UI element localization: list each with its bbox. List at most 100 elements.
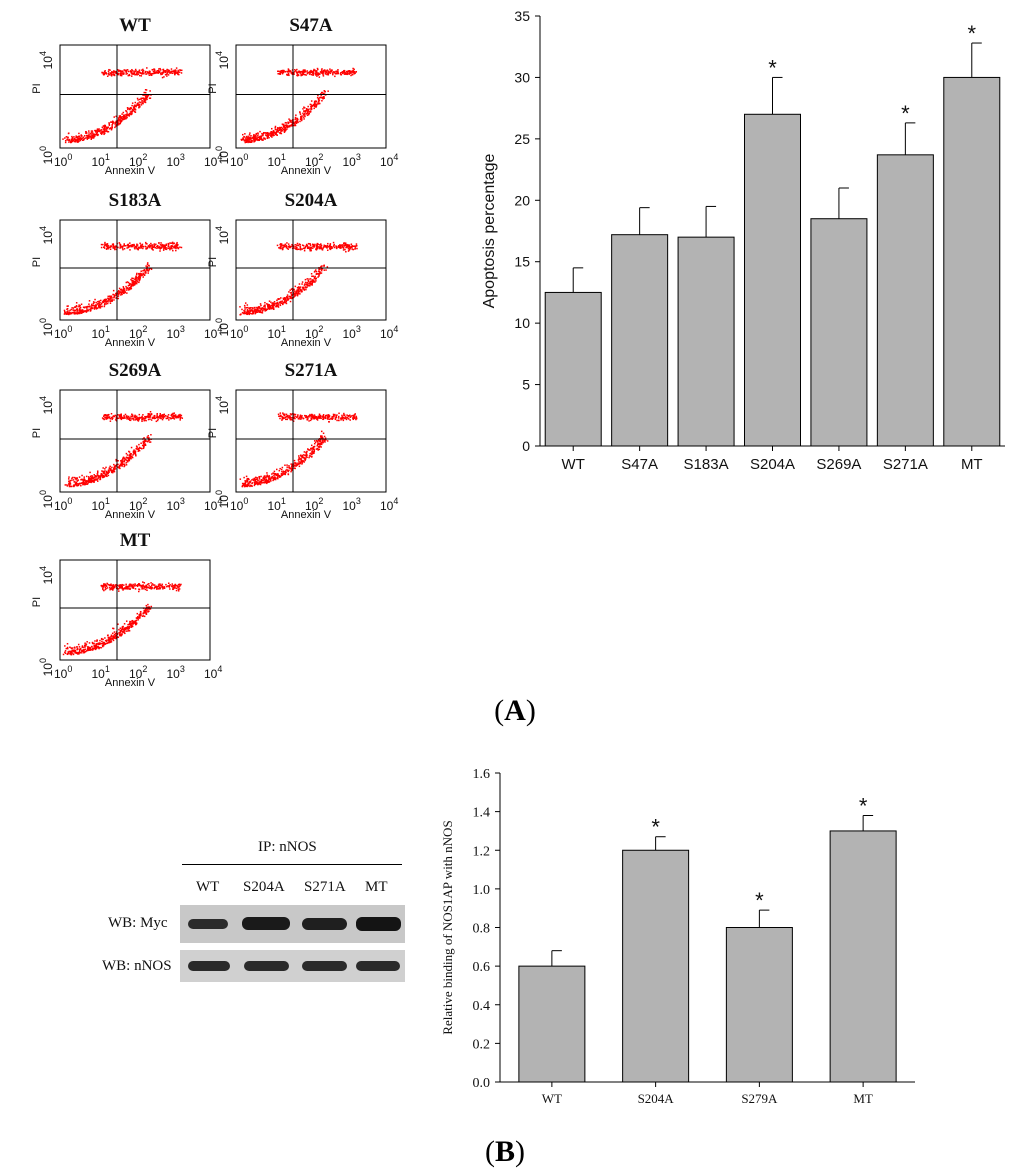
bar [677,236,735,447]
flow-x-tick-label: 100 [230,152,248,169]
flow-x-tick-label: 104 [204,324,222,341]
flow-y-axis-label: PI [207,83,219,93]
x-category-label: S204A [750,456,795,473]
flow-plot-title: S271A [285,360,338,381]
y-tick-label: 0.2 [473,1037,491,1052]
y-tick-label: 0.4 [473,999,491,1014]
flow-x-tick-label: 100 [54,496,72,513]
flow-y-tick-label: 104 [214,226,231,244]
y-axis-label: Relative binding of NOS1AP with nNOS [440,820,455,1034]
y-axis-label: Apoptosis percentage [481,154,498,309]
flow-y-axis-label: PI [31,83,43,93]
bar [943,76,1001,447]
flow-x-tick-label: 101 [92,496,110,513]
flow-scatter-dots [64,411,184,488]
blot-band [302,961,347,971]
bar [544,291,602,447]
blot-band [188,961,230,971]
y-tick-label: 1.0 [473,883,491,898]
y-tick-label: 5 [522,377,530,393]
flow-x-tick-label: 101 [268,152,286,169]
bar [744,113,801,447]
y-tick-label: 1.2 [473,844,491,859]
wb-lane-label: WT [196,879,220,895]
flow-plot-frame [59,559,211,661]
flow-x-tick-label: 104 [380,496,398,513]
flow-plot-title: S47A [289,15,333,36]
significance-marker: * [651,815,660,840]
x-category-label: WT [562,456,585,473]
flow-plot: S269A 100 101 102 103 104 104 100 PI Annexin V [31,360,222,521]
flow-x-axis-label: Annexin V [281,509,332,521]
flow-plot-frame [59,219,211,321]
y-tick-label: 30 [514,69,530,85]
flow-x-tick-label: 101 [268,496,286,513]
flow-x-axis-label: Annexin V [105,677,156,689]
flow-x-axis-label: Annexin V [105,165,156,177]
x-category-label: S271A [883,456,928,473]
flow-x-tick-label: 104 [380,324,398,341]
flow-plot-title: WT [119,15,151,36]
flow-x-tick-label: 100 [54,152,72,169]
x-category-label: S183A [684,456,729,473]
flow-x-axis-label: Annexin V [105,509,156,521]
blot-band [302,918,347,930]
flow-x-tick-label: 104 [204,152,222,169]
panel-label-a: (A) [494,694,536,727]
flow-x-axis-label: Annexin V [281,337,332,349]
bar [810,218,868,447]
flow-y-tick-label: 100 [38,658,55,676]
bar [611,234,669,447]
flow-x-tick-label: 102 [129,152,147,169]
y-tick-label: 1.4 [473,806,491,821]
blot-band [356,961,400,971]
x-category-label: MT [853,1091,873,1106]
flow-y-tick-label: 100 [38,490,55,508]
flow-plot: MT 100 101 102 103 104 104 100 PI Annexin V [31,530,222,689]
panel-label-b: (B) [484,1135,526,1168]
y-tick-label: 25 [514,131,530,147]
flow-y-tick-label: 100 [38,146,55,164]
significance-marker: * [755,888,764,913]
significance-marker: * [968,21,977,46]
flow-y-tick-label: 104 [214,396,231,414]
flow-plot-frame [235,44,387,149]
flow-x-tick-label: 103 [343,152,361,169]
flow-x-tick-label: 103 [167,324,185,341]
flow-y-tick-label: 100 [38,318,55,336]
y-tick-label: 10 [514,315,530,331]
blot-band [242,917,290,930]
y-tick-label: 35 [514,8,530,24]
flow-x-tick-label: 101 [92,152,110,169]
wb-lane-label: S204A [243,879,285,895]
wb-row-label: WB: Myc [108,915,168,931]
flow-x-tick-label: 103 [167,664,185,681]
wb-ip-underline [182,864,402,865]
flow-x-tick-label: 103 [167,496,185,513]
flow-x-tick-label: 101 [92,324,110,341]
flow-y-tick-label: 100 [214,318,231,336]
flow-y-tick-label: 100 [214,490,231,508]
wb-row-label: WB: nNOS [102,958,172,974]
flow-plot-title: S204A [285,190,338,211]
wb-lane-label: S271A [304,879,346,895]
flow-y-tick-label: 104 [38,396,55,414]
x-category-label: S47A [621,456,658,473]
flow-x-tick-label: 100 [54,664,72,681]
flow-x-tick-label: 104 [380,152,398,169]
flow-scatter-dots [240,67,358,144]
flow-y-tick-label: 104 [38,566,55,584]
blot-strip-nnos [180,950,405,982]
flow-x-tick-label: 104 [204,496,222,513]
flow-x-tick-label: 101 [268,324,286,341]
significance-marker: * [859,793,868,818]
flow-x-tick-label: 100 [54,324,72,341]
flow-scatter-dots [239,412,358,488]
blot-band [188,919,228,929]
significance-marker: * [901,101,910,126]
blot-band [244,961,289,971]
flow-y-tick-label: 104 [38,51,55,69]
